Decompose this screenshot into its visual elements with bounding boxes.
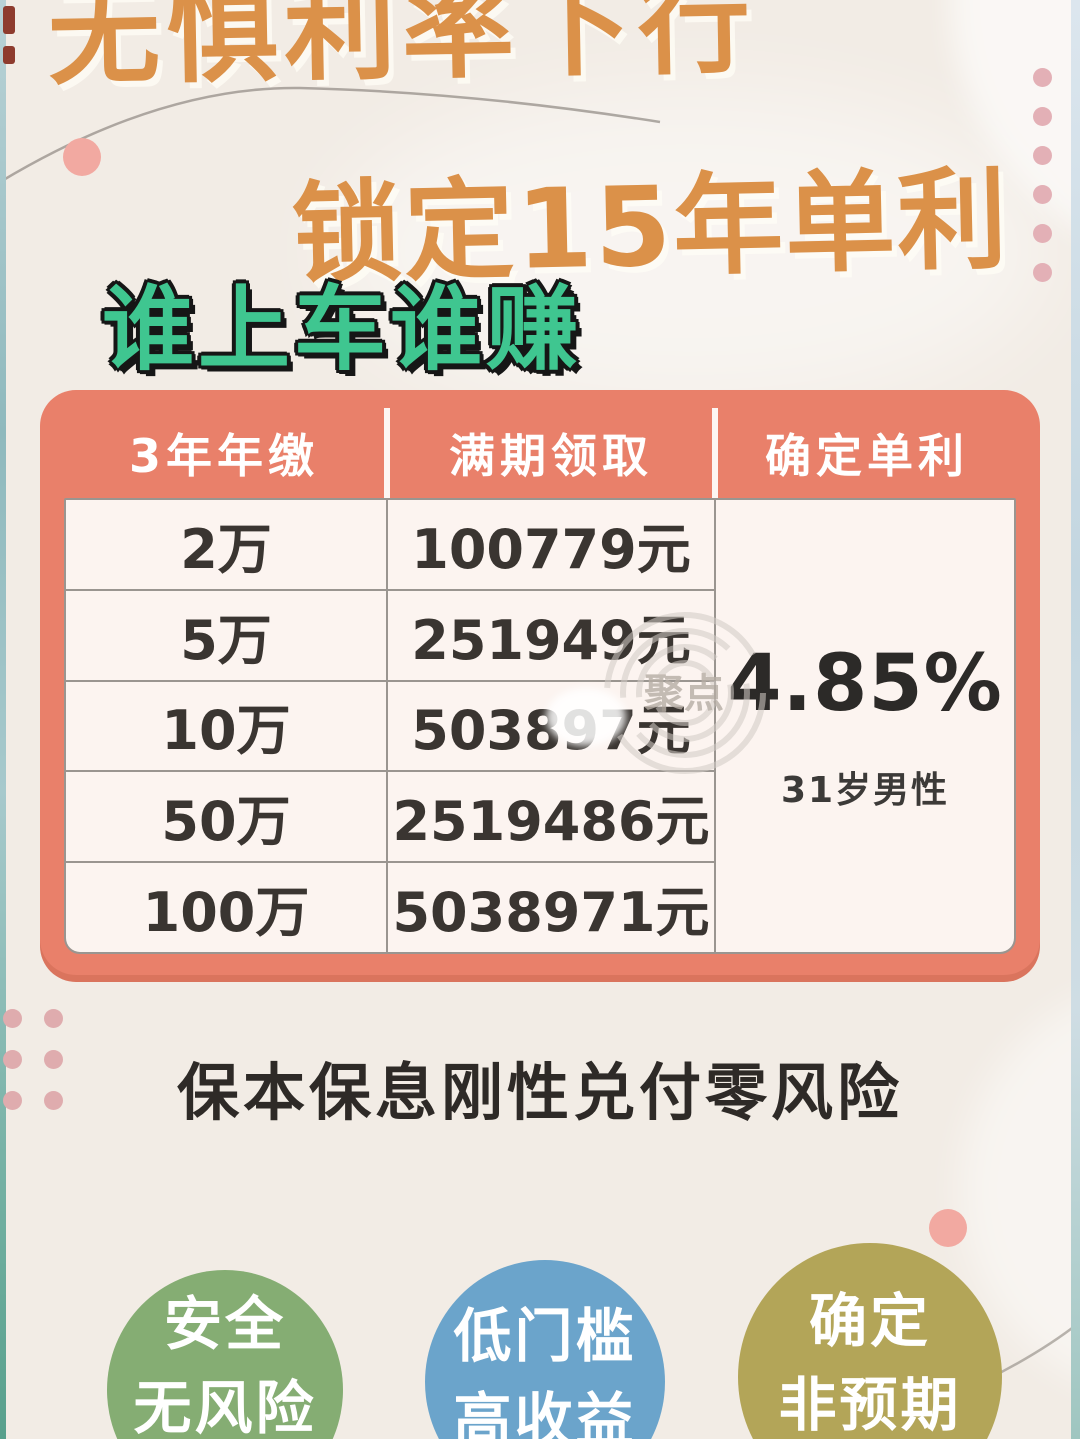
maturity-cell: 2519486元 — [388, 772, 714, 862]
badge-certainty-line2: 非预期 — [778, 1371, 962, 1439]
badge-threshold-line1: 低门槛 — [453, 1302, 637, 1370]
right-edge-strip — [1071, 0, 1080, 1439]
pink-dot — [1033, 68, 1052, 87]
rate-table-header: 3年年缴 满期领取 确定单利 — [64, 408, 1016, 498]
pink-dot — [1033, 185, 1052, 204]
badge-safety-line1: 安全 — [163, 1290, 286, 1358]
pink-dot — [3, 1009, 22, 1028]
poster-title-line2: 锁定15年单利 — [290, 155, 1011, 299]
badge-threshold: 低门槛 高收益 — [425, 1260, 665, 1439]
pink-dot — [1033, 146, 1052, 165]
pay-cell: 2万 — [66, 500, 386, 589]
confirmed-rate-value: 4.85% — [727, 639, 1003, 729]
watermark-text: 聚点 — [643, 671, 724, 717]
pink-circle-top-left — [63, 138, 101, 176]
poster-title-line1: 无惧利率下行 — [46, 0, 758, 102]
white-smudge — [546, 688, 626, 746]
table-header-rate: 确定单利 — [712, 408, 1016, 498]
left-edge-strip — [0, 0, 6, 1439]
rate-table-body: 2万 100779元 4.85% 31岁男性 5万 251949元 10万 50… — [64, 498, 1016, 954]
pink-dot — [1033, 224, 1052, 243]
badge-safety-line2: 无风险 — [133, 1374, 317, 1439]
slogan: 保本保息刚性兑付零风险 — [176, 1056, 903, 1129]
badge-threshold-line2: 高收益 — [453, 1386, 637, 1439]
pay-cell: 50万 — [66, 772, 386, 862]
watermark: 聚点 — [604, 612, 766, 774]
pink-dot — [44, 1009, 63, 1028]
pink-circle-bottom-right — [929, 1209, 967, 1247]
red-edge-mark — [3, 46, 15, 64]
table-header-maturity: 满期领取 — [384, 408, 712, 498]
pink-dot — [44, 1050, 63, 1069]
maturity-cell: 100779元 — [388, 500, 714, 589]
maturity-cell: 5038971元 — [388, 863, 714, 952]
pink-dot — [1033, 107, 1052, 126]
pink-dot — [3, 1050, 22, 1069]
badge-safety: 安全 无风险 — [107, 1270, 343, 1439]
pink-dot — [3, 1091, 22, 1110]
badge-certainty: 确定 非预期 — [738, 1243, 1002, 1439]
pink-dot — [1033, 263, 1052, 282]
pay-cell: 10万 — [66, 681, 386, 771]
headline-green: 谁上车谁赚 — [102, 276, 583, 383]
badge-certainty-line1: 确定 — [808, 1287, 931, 1355]
rate-cell: 4.85% 31岁男性 — [716, 500, 1014, 952]
pay-cell: 100万 — [66, 863, 386, 952]
red-edge-mark — [3, 6, 15, 34]
pay-cell: 5万 — [66, 590, 386, 680]
pink-dot — [44, 1091, 63, 1110]
table-header-annual-pay: 3年年缴 — [128, 429, 319, 483]
rate-note: 31岁男性 — [780, 770, 950, 811]
